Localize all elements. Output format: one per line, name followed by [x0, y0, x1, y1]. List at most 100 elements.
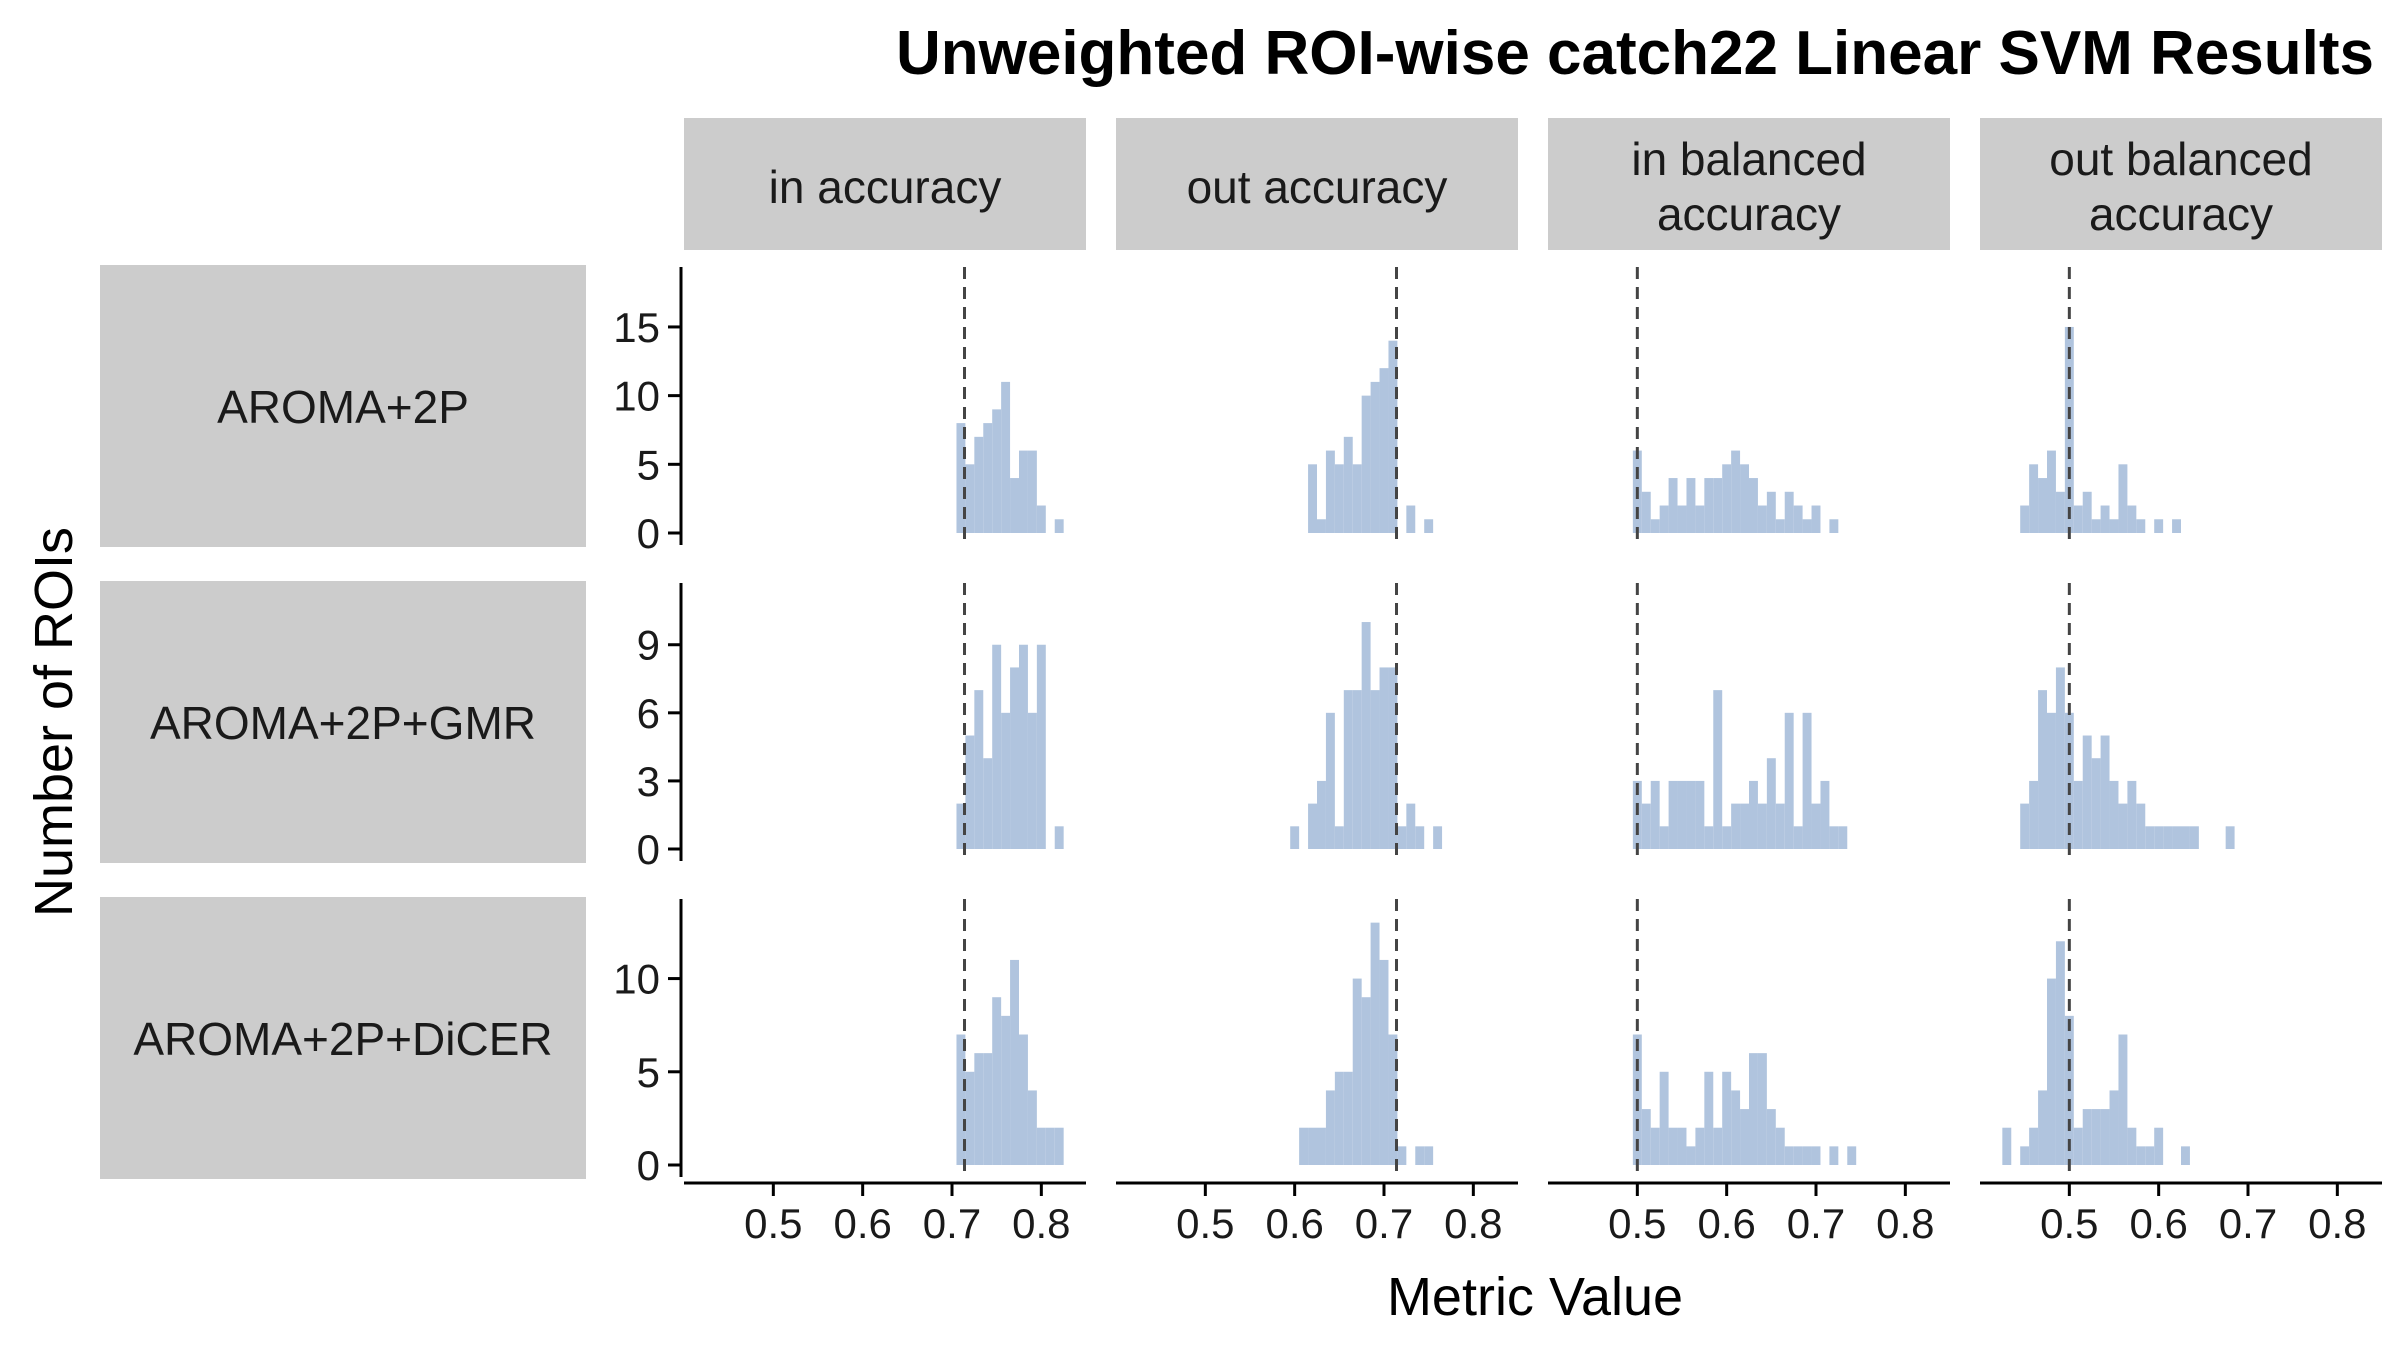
y-tick-label: 5 [637, 441, 660, 488]
histogram-bar [1740, 803, 1749, 849]
y-tick-label: 9 [637, 622, 660, 669]
histogram-bar [1722, 1071, 1732, 1165]
histogram-bar [1713, 690, 1723, 849]
histogram-bar [1054, 1127, 1064, 1165]
histogram-bar [1001, 1015, 1011, 1165]
histogram-bar [1775, 1127, 1785, 1165]
histogram-bar [1731, 803, 1741, 849]
col-strip-label: accuracy [1657, 188, 1841, 240]
histogram-bar [2118, 1034, 2128, 1165]
histogram-bar [1838, 826, 1848, 849]
histogram-bar [1802, 1146, 1812, 1165]
histogram-bar [1388, 340, 1398, 533]
x-tick-label: 0.7 [923, 1200, 981, 1247]
y-tick-label: 15 [613, 304, 660, 351]
histogram-bar [1045, 1127, 1055, 1165]
histogram-bar [1650, 780, 1660, 849]
col-strip-label: out accuracy [1187, 161, 1448, 213]
histogram-bar [2020, 803, 2030, 849]
histogram-bar [1775, 803, 1785, 849]
histogram-bar [1749, 780, 1758, 849]
histogram-bar [1352, 464, 1362, 533]
histogram-bar [1829, 826, 1839, 849]
histogram-bar [1317, 1127, 1326, 1165]
histogram-bar [956, 423, 966, 533]
histogram-bar [1343, 436, 1353, 533]
histogram-bar [2181, 826, 2190, 849]
y-tick-label: 10 [613, 373, 660, 420]
histogram-bar [1370, 690, 1380, 849]
histogram-bar [1766, 758, 1776, 849]
histogram-bar [2064, 712, 2074, 849]
histogram-bar [1775, 519, 1785, 533]
histogram-bar [2154, 826, 2164, 849]
histogram-bar [1704, 826, 1714, 849]
histogram-bar [1334, 826, 1344, 849]
histogram-bar [2189, 826, 2199, 849]
histogram-bar [992, 644, 1002, 849]
histogram-bar [1036, 1127, 1046, 1165]
histogram-bar [1325, 450, 1335, 533]
histogram-bar [2109, 780, 2119, 849]
histogram-bar [2029, 1127, 2039, 1165]
histogram-bar [1731, 1090, 1741, 1165]
histogram-bar [1793, 505, 1803, 533]
histogram-bar [1695, 780, 1705, 849]
histogram-bar [2225, 826, 2235, 849]
histogram-bar [1713, 1127, 1723, 1165]
histogram-bar [1325, 1090, 1335, 1165]
histogram-bar [983, 1053, 993, 1165]
x-tick-label: 0.6 [833, 1200, 891, 1247]
histogram-bar [1686, 780, 1696, 849]
histogram-bar [2073, 1127, 2083, 1165]
histogram-bar [1433, 826, 1443, 849]
histogram-bar [1677, 505, 1687, 533]
y-axis-title: Number of ROIs [24, 527, 84, 917]
histogram-bar [2073, 505, 2083, 533]
histogram-bar [1019, 450, 1028, 533]
histogram-bar [1424, 1146, 1434, 1165]
histogram-bar [1406, 505, 1416, 533]
histogram-bar [2073, 780, 2083, 849]
x-tick-label: 0.7 [2219, 1200, 2277, 1247]
histogram-bar [2038, 478, 2047, 533]
histogram-bar [1713, 478, 1723, 533]
histogram-bar [1343, 690, 1353, 849]
histogram-bar [1704, 1071, 1714, 1165]
col-strip-label: accuracy [2089, 188, 2273, 240]
histogram-bar [1361, 395, 1371, 533]
histogram-bar [1290, 826, 1300, 849]
histogram-bar [2127, 1127, 2137, 1165]
histogram-bar [2091, 1109, 2101, 1165]
histogram-bar [2091, 519, 2101, 533]
histogram-bar [1668, 780, 1678, 849]
histogram-bar [1659, 1071, 1669, 1165]
histogram-bar [1766, 1109, 1776, 1165]
y-tick-label: 0 [637, 1142, 660, 1189]
histogram-bar [1299, 1127, 1309, 1165]
x-tick-label: 0.8 [2308, 1200, 2366, 1247]
histogram-bar [1793, 1146, 1803, 1165]
y-tick-label: 10 [613, 956, 660, 1003]
histogram-bar [1424, 519, 1434, 533]
histogram-bar [2029, 464, 2039, 533]
histogram-bar [1343, 1071, 1353, 1165]
histogram-bar [2055, 667, 2065, 849]
histogram-bar [2047, 978, 2056, 1165]
histogram-bar [1352, 978, 1362, 1165]
histogram-bar [2136, 519, 2146, 533]
histogram-bar [1308, 464, 1317, 533]
col-strip-out-accuracy [1116, 118, 1518, 250]
histogram-bar [965, 464, 975, 533]
histogram-bar [1802, 712, 1812, 849]
y-tick-label: 3 [637, 758, 660, 805]
x-tick-label: 0.5 [1176, 1200, 1234, 1247]
histogram-bar [983, 423, 993, 533]
y-tick-label: 0 [637, 826, 660, 873]
histogram-bar [1397, 826, 1407, 849]
histogram-bar [1361, 997, 1371, 1165]
histogram-bar [1677, 780, 1687, 849]
histogram-bar [1829, 1146, 1839, 1165]
histogram-bar [1027, 450, 1037, 533]
